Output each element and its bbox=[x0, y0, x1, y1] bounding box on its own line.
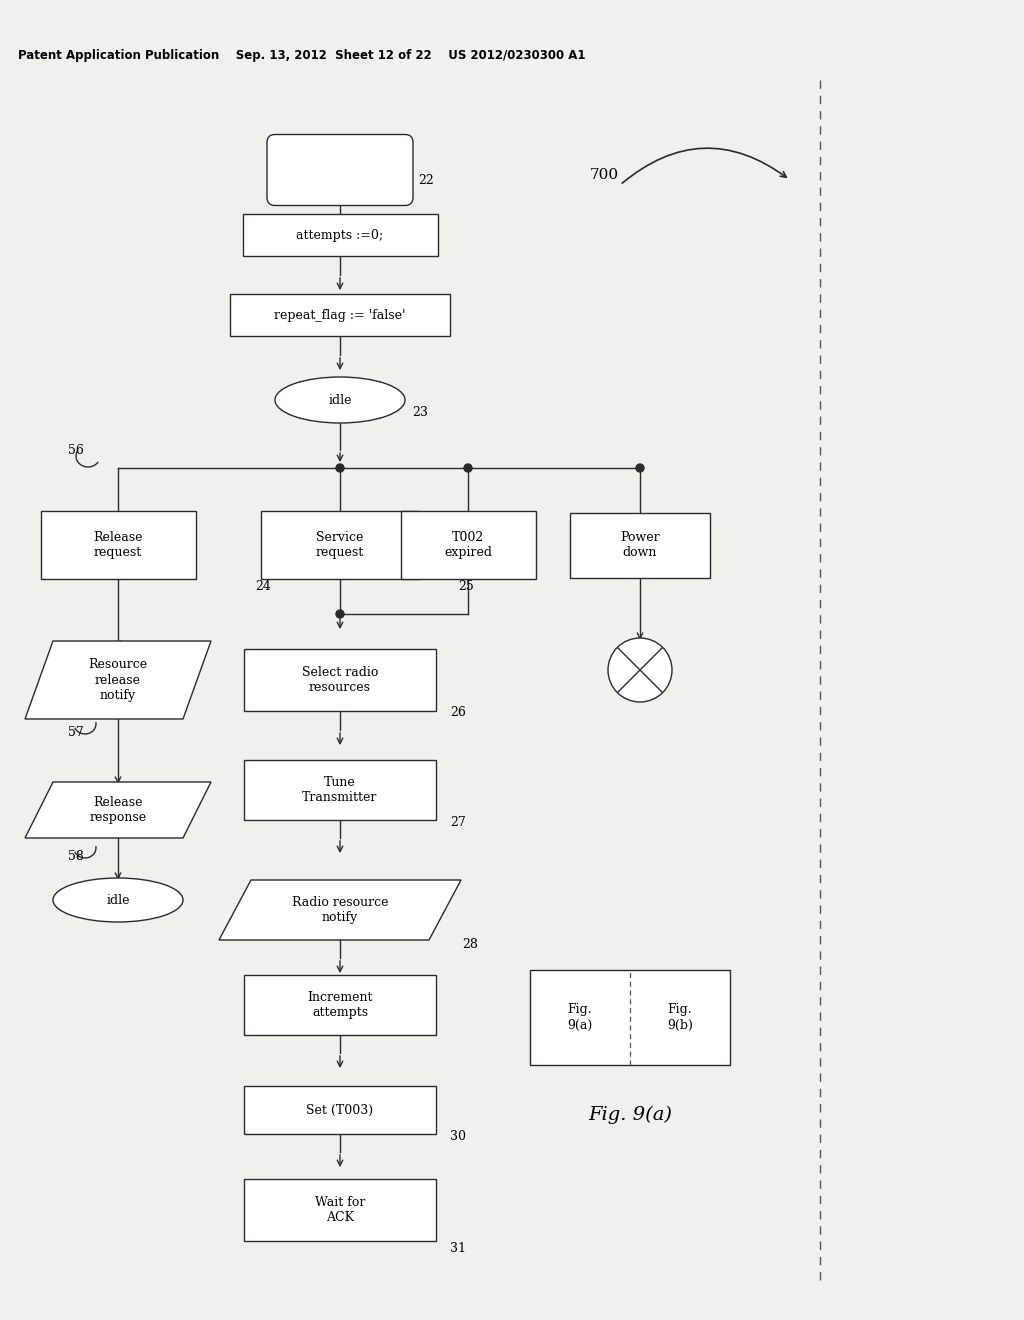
Text: idle: idle bbox=[329, 393, 352, 407]
Ellipse shape bbox=[53, 878, 183, 921]
Text: repeat_flag := 'false': repeat_flag := 'false' bbox=[274, 309, 406, 322]
Text: Resource
release
notify: Resource release notify bbox=[88, 659, 147, 701]
FancyBboxPatch shape bbox=[400, 511, 536, 579]
Text: Select radio
resources: Select radio resources bbox=[302, 667, 378, 694]
Text: 30: 30 bbox=[450, 1130, 466, 1143]
Circle shape bbox=[336, 465, 344, 473]
FancyBboxPatch shape bbox=[261, 511, 419, 579]
FancyBboxPatch shape bbox=[244, 1086, 436, 1134]
FancyBboxPatch shape bbox=[244, 649, 436, 711]
Text: Tune
Transmitter: Tune Transmitter bbox=[302, 776, 378, 804]
Text: 57: 57 bbox=[68, 726, 84, 738]
FancyBboxPatch shape bbox=[244, 760, 436, 820]
Text: 23: 23 bbox=[412, 405, 428, 418]
FancyBboxPatch shape bbox=[230, 294, 450, 337]
Text: 27: 27 bbox=[450, 816, 466, 829]
FancyBboxPatch shape bbox=[41, 511, 196, 579]
Text: 25: 25 bbox=[458, 581, 474, 594]
Text: 28: 28 bbox=[462, 939, 478, 952]
Ellipse shape bbox=[275, 378, 406, 422]
Text: idle: idle bbox=[106, 894, 130, 907]
Polygon shape bbox=[25, 781, 211, 838]
Text: 26: 26 bbox=[450, 705, 466, 718]
Text: 24: 24 bbox=[255, 581, 271, 594]
Text: Release
response: Release response bbox=[89, 796, 146, 824]
FancyBboxPatch shape bbox=[244, 975, 436, 1035]
Text: 58: 58 bbox=[68, 850, 84, 862]
Text: Wait for
ACK: Wait for ACK bbox=[314, 1196, 366, 1224]
Text: Increment
attempts: Increment attempts bbox=[307, 991, 373, 1019]
Text: 56: 56 bbox=[68, 444, 84, 457]
Circle shape bbox=[336, 610, 344, 618]
Text: Service
request: Service request bbox=[315, 531, 365, 558]
FancyBboxPatch shape bbox=[243, 214, 437, 256]
Text: 31: 31 bbox=[450, 1242, 466, 1254]
Text: Radio resource
notify: Radio resource notify bbox=[292, 896, 388, 924]
Text: Set (T003): Set (T003) bbox=[306, 1104, 374, 1117]
Polygon shape bbox=[219, 880, 461, 940]
Text: Patent Application Publication    Sep. 13, 2012  Sheet 12 of 22    US 2012/02303: Patent Application Publication Sep. 13, … bbox=[18, 49, 586, 62]
Text: Fig.
9(b): Fig. 9(b) bbox=[667, 1003, 693, 1031]
Text: 700: 700 bbox=[590, 168, 620, 182]
Text: T002
expired: T002 expired bbox=[444, 531, 492, 558]
Text: 22: 22 bbox=[418, 173, 434, 186]
Text: Fig.
9(a): Fig. 9(a) bbox=[567, 1003, 593, 1031]
FancyBboxPatch shape bbox=[530, 970, 730, 1065]
Text: attempts :=0;: attempts :=0; bbox=[296, 228, 384, 242]
Circle shape bbox=[636, 465, 644, 473]
Circle shape bbox=[464, 465, 472, 473]
Circle shape bbox=[608, 638, 672, 702]
Polygon shape bbox=[25, 642, 211, 719]
FancyBboxPatch shape bbox=[267, 135, 413, 206]
Text: Power
down: Power down bbox=[621, 531, 659, 558]
Text: Release
request: Release request bbox=[93, 531, 142, 558]
FancyBboxPatch shape bbox=[244, 1179, 436, 1241]
Text: Fig. 9(a): Fig. 9(a) bbox=[588, 1106, 672, 1125]
FancyBboxPatch shape bbox=[570, 512, 710, 578]
